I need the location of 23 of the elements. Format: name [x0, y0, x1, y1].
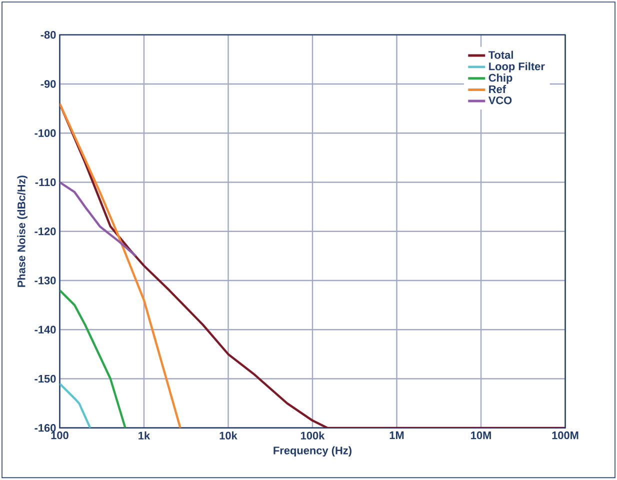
x-tick-label: 100M	[552, 432, 578, 440]
x-axis-title: Frequency (Hz)	[274, 446, 352, 457]
x-tick-label: 1M	[390, 432, 404, 440]
x-tick-label: 10M	[471, 432, 491, 440]
y-axis-title: Phase Noise (dBc/Hz)	[17, 176, 28, 288]
y-tick-label: -140	[34, 326, 56, 334]
y-tick-label: -100	[34, 129, 56, 138]
y-tick-label: -110	[35, 178, 56, 186]
y-tick-label: -80	[40, 31, 56, 39]
y-tick-label: -160	[34, 424, 56, 432]
y-tick-label: -150	[34, 375, 56, 383]
y-tick-label: -90	[40, 80, 56, 88]
x-tick-label: 100	[51, 432, 68, 440]
y-tick-label: -120	[34, 228, 56, 236]
x-tick-label: 10k	[220, 432, 238, 440]
y-tick-label: -130	[34, 276, 56, 285]
x-tick-label: 1k	[138, 432, 150, 440]
legend-label: Loop Filter	[489, 62, 545, 73]
x-tick-label: 100k	[301, 432, 325, 440]
legend-label: VCO	[488, 96, 512, 104]
legend-label: Ref	[489, 85, 506, 94]
legend-label: Total	[488, 50, 513, 60]
legend-label: Chip	[488, 74, 512, 84]
